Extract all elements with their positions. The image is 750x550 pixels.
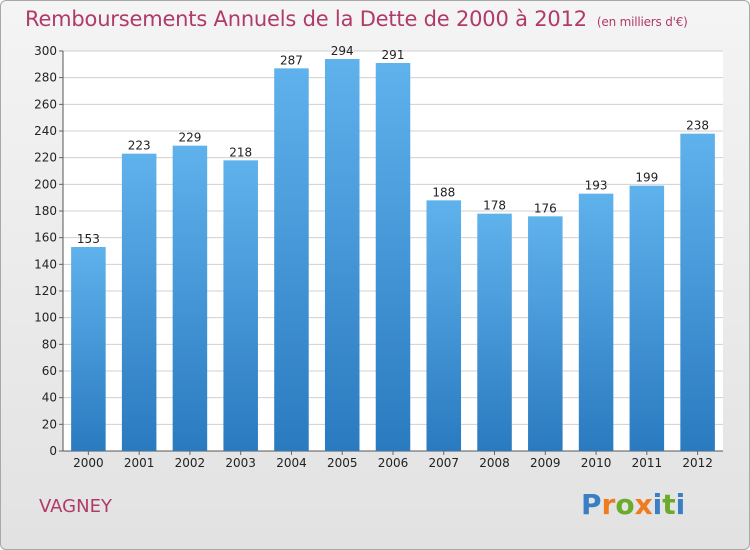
data-label: 193 bbox=[585, 179, 608, 193]
bar bbox=[629, 185, 665, 451]
proxiti-logo: Proxiti bbox=[581, 488, 685, 521]
x-tick-label: 2010 bbox=[581, 456, 612, 470]
data-label: 176 bbox=[534, 201, 557, 215]
x-tick-label: 2006 bbox=[378, 456, 409, 470]
logo-letter: i bbox=[675, 488, 686, 521]
y-tick-label: 120 bbox=[34, 284, 57, 298]
logo-letter: r bbox=[601, 488, 616, 521]
y-tick-label: 180 bbox=[34, 204, 57, 218]
bar bbox=[121, 153, 157, 451]
y-tick-label: 40 bbox=[42, 391, 57, 405]
x-tick-label: 2007 bbox=[428, 456, 459, 470]
x-tick-label: 2012 bbox=[682, 456, 713, 470]
y-tick-label: 220 bbox=[34, 151, 57, 165]
y-tick-label: 100 bbox=[34, 311, 57, 325]
y-tick-label: 240 bbox=[34, 124, 57, 138]
data-label: 287 bbox=[280, 53, 303, 67]
y-tick-label: 140 bbox=[34, 257, 57, 271]
y-tick-label: 200 bbox=[34, 177, 57, 191]
chart-unit: (en milliers d'€) bbox=[596, 15, 688, 29]
x-tick-label: 2009 bbox=[530, 456, 561, 470]
data-label: 218 bbox=[229, 145, 252, 159]
data-label: 291 bbox=[382, 48, 405, 62]
y-tick-label: 20 bbox=[42, 417, 57, 431]
x-tick-label: 2008 bbox=[479, 456, 510, 470]
bar bbox=[375, 63, 411, 451]
data-label: 178 bbox=[483, 199, 506, 213]
x-tick-label: 2005 bbox=[327, 456, 358, 470]
bar bbox=[578, 193, 614, 451]
y-tick-label: 260 bbox=[34, 97, 57, 111]
data-label: 223 bbox=[128, 139, 151, 153]
bar bbox=[680, 133, 715, 451]
logo-letter: x bbox=[634, 488, 653, 521]
x-tick-label: 2004 bbox=[276, 456, 307, 470]
data-label: 229 bbox=[178, 131, 201, 145]
data-label: 153 bbox=[77, 232, 100, 246]
data-label: 294 bbox=[331, 44, 354, 58]
y-tick-label: 60 bbox=[42, 364, 57, 378]
bar bbox=[274, 68, 309, 451]
bar bbox=[528, 216, 563, 451]
logo-letter: P bbox=[581, 488, 602, 521]
y-tick-label: 160 bbox=[34, 231, 57, 245]
bar bbox=[71, 247, 106, 451]
y-tick-label: 80 bbox=[42, 337, 57, 351]
x-tick-label: 2011 bbox=[632, 456, 663, 470]
chart-title-text: Remboursements Annuels de la Dette de 20… bbox=[25, 7, 587, 31]
y-tick-label: 280 bbox=[34, 71, 57, 85]
y-tick-label: 0 bbox=[49, 444, 57, 458]
logo-letter: t bbox=[662, 488, 676, 521]
logo-letter: i bbox=[652, 488, 663, 521]
x-tick-label: 2003 bbox=[225, 456, 256, 470]
bar bbox=[477, 213, 512, 451]
logo-letter: o bbox=[615, 488, 635, 521]
data-label: 199 bbox=[635, 171, 658, 185]
bar bbox=[223, 160, 258, 452]
bar bbox=[426, 200, 462, 451]
bar bbox=[324, 59, 360, 451]
bar bbox=[172, 145, 208, 451]
data-label: 238 bbox=[686, 119, 709, 133]
x-tick-label: 2001 bbox=[124, 456, 155, 470]
data-label: 188 bbox=[432, 185, 455, 199]
x-tick-label: 2002 bbox=[175, 456, 206, 470]
x-tick-label: 2000 bbox=[73, 456, 104, 470]
y-tick-label: 300 bbox=[34, 44, 57, 58]
city-name: VAGNEY bbox=[39, 496, 112, 517]
chart-title: Remboursements Annuels de la Dette de 20… bbox=[25, 7, 688, 31]
